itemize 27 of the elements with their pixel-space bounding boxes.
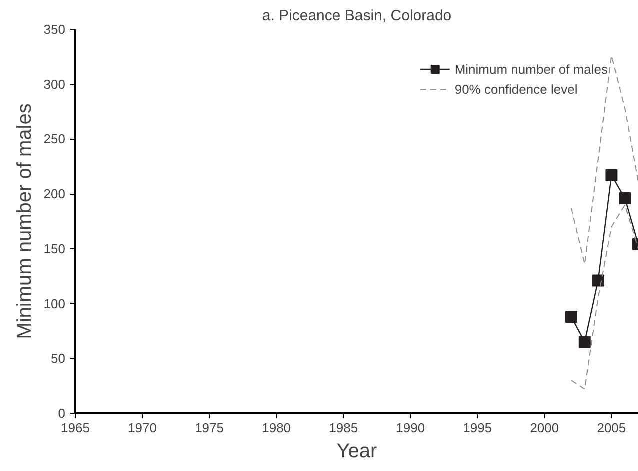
y-tick-label: 300 <box>44 76 66 92</box>
x-tick-label: 1995 <box>463 420 492 436</box>
x-tick-label: 1965 <box>61 420 90 436</box>
point <box>606 169 618 182</box>
point <box>592 274 604 287</box>
chart-title: a. Piceance Basin, Colorado <box>262 8 452 24</box>
y-tick-label: 0 <box>58 406 66 421</box>
legend-label: Minimum number of males <box>454 62 608 76</box>
x-tick-label: 1975 <box>195 420 224 436</box>
y-tick-label: 250 <box>44 132 66 147</box>
x-tick-label: 2000 <box>530 420 560 436</box>
x-axis-title: Year <box>336 440 378 462</box>
y-axis-title: Minimum number of males <box>14 104 36 340</box>
y-tick-label: 350 <box>44 22 66 37</box>
y-tick-label: 150 <box>44 241 66 256</box>
point <box>619 192 632 204</box>
x-tick-label: 1980 <box>262 420 292 436</box>
x-tick-label: 2005 <box>597 420 626 436</box>
x-tick-label: 1990 <box>396 420 426 436</box>
legend-label: 90% confidence level <box>454 82 578 96</box>
x-tick-label: 1970 <box>128 420 157 436</box>
y-tick-label: 100 <box>44 296 66 312</box>
y-tick-label: 50 <box>51 351 66 366</box>
y-tick-label: 200 <box>44 186 66 202</box>
x-tick-label: 1985 <box>329 420 358 436</box>
point <box>565 310 578 323</box>
point <box>578 336 591 348</box>
